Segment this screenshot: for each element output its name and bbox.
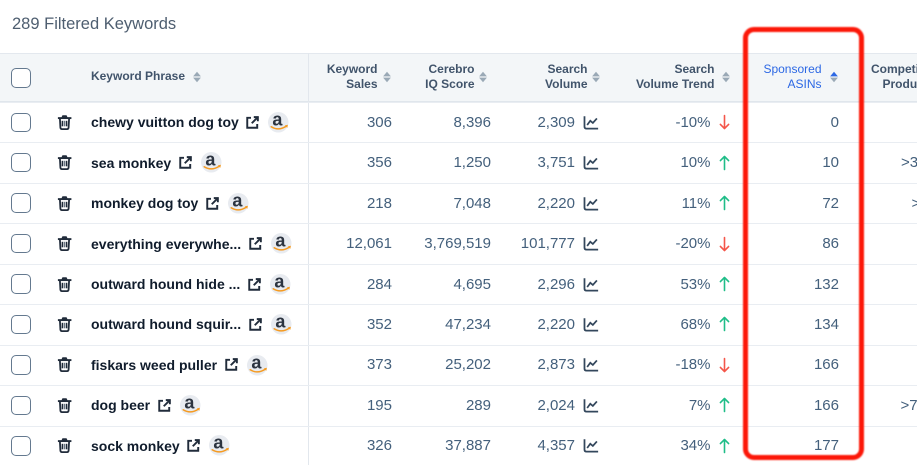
svg-text:a: a bbox=[214, 433, 225, 453]
svg-text:a: a bbox=[205, 150, 216, 170]
svg-text:a: a bbox=[275, 231, 286, 251]
svg-text:a: a bbox=[251, 352, 262, 372]
svg-text:a: a bbox=[274, 271, 285, 291]
svg-text:a: a bbox=[273, 110, 284, 130]
svg-text:a: a bbox=[184, 393, 195, 413]
svg-text:a: a bbox=[275, 312, 286, 332]
svg-text:a: a bbox=[232, 191, 243, 211]
